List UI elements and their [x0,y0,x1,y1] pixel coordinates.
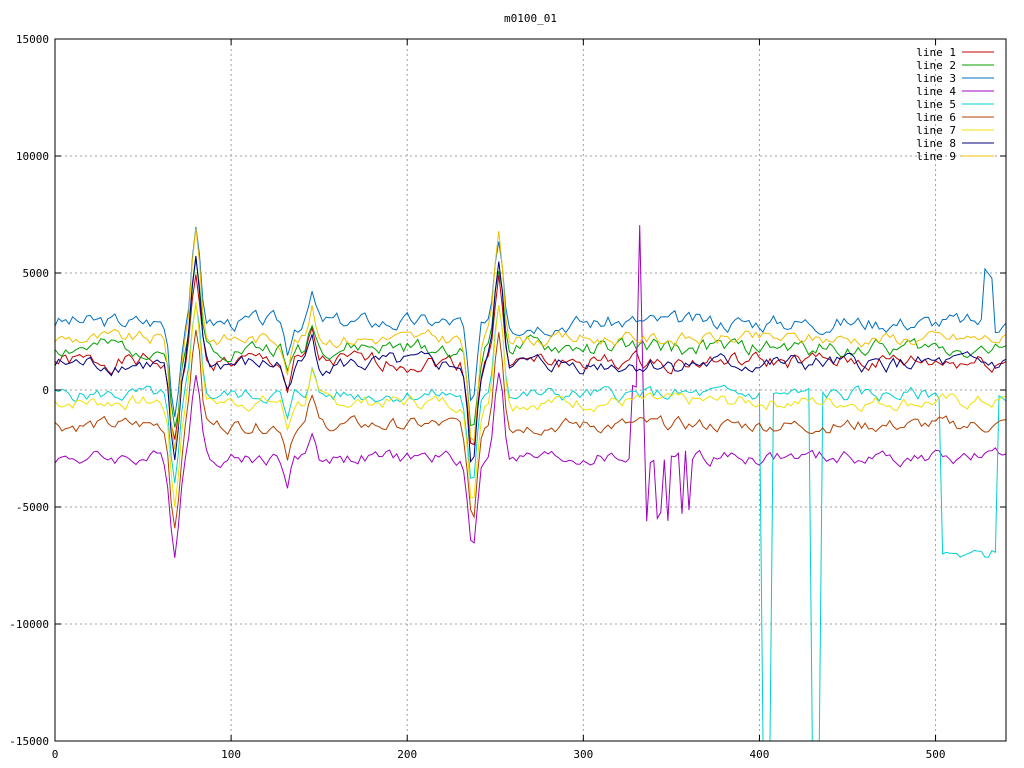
y-tick-label: 10000 [16,150,49,163]
x-tick-label: 0 [52,748,59,761]
legend-label-5: line 5 [916,98,956,111]
legend-label-3: line 3 [916,72,956,85]
legend-label-6: line 6 [916,111,956,124]
series-line-7 [54,301,1007,508]
series-line-4 [54,225,1007,558]
legend-label-8: line 8 [916,137,956,150]
legend-label-1: line 1 [916,46,956,59]
series-line-2 [54,258,1007,428]
y-tick-label: 5000 [23,267,50,280]
x-tick-label: 500 [926,748,946,761]
legend-label-7: line 7 [916,124,956,137]
chart-title: m0100_01 [504,12,557,25]
series-line-6 [54,329,1007,529]
legend-label-9: line 9 [916,150,956,163]
legend-label-2: line 2 [916,59,956,72]
y-tick-label: 0 [42,384,49,397]
x-tick-label: 300 [573,748,593,761]
x-tick-label: 400 [750,748,770,761]
series-line-1 [54,274,1007,446]
series-line-5 [54,303,1007,742]
series-group [54,225,1007,742]
legend-label-4: line 4 [916,85,956,98]
y-tick-label: 15000 [16,33,49,46]
series-line-3 [54,226,1007,418]
y-tick-label: -5000 [16,501,49,514]
grid [55,39,1006,741]
y-tick-label: -15000 [9,735,49,748]
x-tick-label: 200 [397,748,417,761]
series-line-8 [54,255,1007,464]
ticks: -15000 -10000 -5000 0 5000 10000 15000 0 100 200 3… [9,33,1006,761]
y-tick-label: -10000 [9,618,49,631]
x-tick-label: 100 [221,748,241,761]
series-line-9 [54,228,1007,450]
